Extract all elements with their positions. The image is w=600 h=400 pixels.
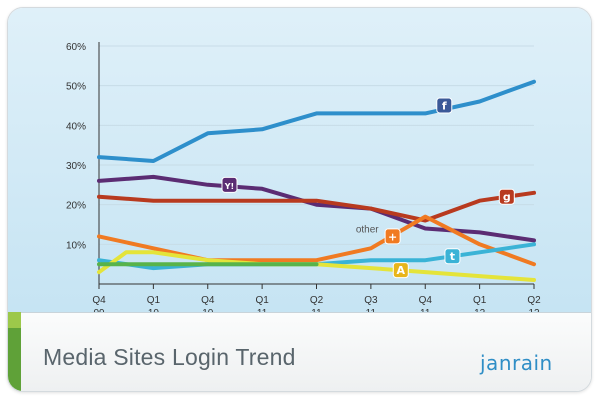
- google-icon-glyph: g: [503, 191, 511, 204]
- x-tick-label: Q1: [473, 295, 487, 306]
- aol-icon: [392, 262, 409, 279]
- chart-card: Media Sites Login Trend janrain 10% 20% 30…: [7, 7, 592, 392]
- y-tick-label: 20%: [66, 201, 86, 212]
- twitter-icon: [444, 248, 461, 265]
- yahoo-icon-glyph: Y!: [224, 182, 234, 191]
- yahoo-icon: [221, 176, 238, 193]
- x-tick-label: Q1: [147, 295, 161, 306]
- other-icon: [384, 228, 401, 245]
- x-tick-year-label: 11: [420, 308, 431, 312]
- x-tick-label: Q1: [255, 295, 269, 306]
- x-tick-label: Q3: [364, 295, 378, 306]
- y-tick-label: 30%: [66, 161, 86, 172]
- x-tick-label: Q4: [201, 295, 215, 306]
- x-tick-year-label: 12: [528, 308, 540, 312]
- x-tick-label: Q4: [419, 295, 433, 306]
- other-annotation: other: [356, 224, 379, 235]
- google-line: [97, 190, 536, 223]
- x-tick-year-label: 10: [202, 308, 214, 312]
- twitter-icon-glyph: t: [450, 250, 455, 263]
- google-icon: [498, 188, 515, 205]
- footer-bar: [8, 312, 591, 391]
- x-tick-year-label: 10: [148, 308, 160, 312]
- y-tick-label: 40%: [66, 121, 86, 132]
- line-chart: 10% 20% 30% 40% 50% 60% Q4 09 Q1 10 Q4 10 Q1 11 Q2 11 Q3…: [66, 42, 541, 312]
- janrain-logo: janrain: [480, 351, 553, 375]
- x-tick-label: Q2: [310, 295, 324, 306]
- x-tick-label: Q2: [527, 295, 541, 306]
- x-tick-year-label: 11: [311, 308, 322, 312]
- x-tick-year-label: 09: [93, 308, 105, 312]
- x-tick-year-label: 12: [474, 308, 486, 312]
- x-tick-year-label: 11: [257, 308, 268, 312]
- other-line: [97, 214, 536, 267]
- facebook-icon: [436, 97, 453, 114]
- footer-accent-dark: [8, 328, 21, 391]
- yahoo-line: [97, 174, 536, 243]
- x-tick-year-label: 11: [366, 308, 377, 312]
- y-tick-label: 10%: [66, 240, 86, 251]
- y-tick-label: 50%: [66, 82, 86, 93]
- footer-accent-light: [8, 312, 21, 328]
- y-tick-label: 60%: [66, 42, 86, 53]
- facebook-icon-glyph: f: [442, 100, 447, 113]
- other-icon-glyph: +: [388, 230, 397, 243]
- aol-icon-glyph: A: [397, 264, 406, 277]
- footer-title: Media Sites Login Trend: [43, 344, 296, 370]
- facebook-line: [97, 79, 536, 163]
- x-tick-label: Q4: [92, 295, 106, 306]
